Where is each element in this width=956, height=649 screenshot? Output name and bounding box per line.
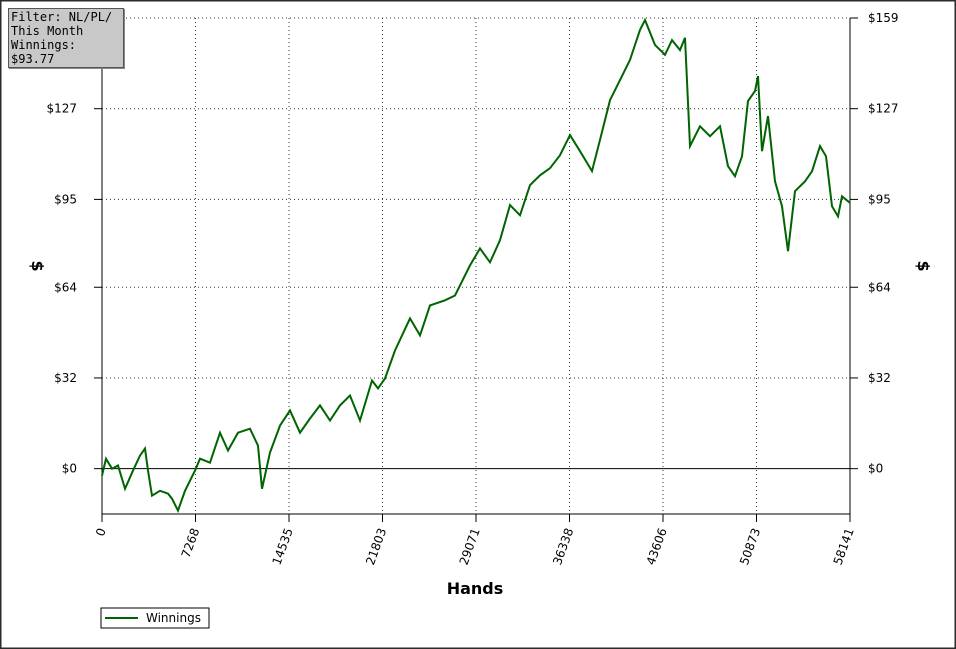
y2-tick-label: $64 <box>868 280 891 294</box>
info-line: Winnings: $93.77 <box>11 38 77 66</box>
info-line: Filter: NL/PL/ <box>11 10 113 24</box>
info-box: Filter: NL/PL/ This Month Winnings: $93.… <box>8 8 124 68</box>
y-axis-title: $ <box>28 260 47 271</box>
y-tick-label: $95 <box>54 192 77 206</box>
y-tick-label: $32 <box>54 371 77 385</box>
x-axis-title: Hands <box>447 579 504 598</box>
y2-axis-title: $ <box>914 260 933 271</box>
data-line <box>101 17 851 514</box>
y-tick-label: $64 <box>54 280 77 294</box>
y2-tick-label: $0 <box>868 462 883 476</box>
info-line: This Month <box>11 24 84 38</box>
y2-tick-label: $95 <box>868 192 891 206</box>
y2-tick-label: $32 <box>868 371 891 385</box>
legend-label: Winnings <box>146 611 201 625</box>
legend <box>100 607 210 629</box>
y2-tick-label: $159 <box>868 11 899 25</box>
y-tick-label: $0 <box>62 462 77 476</box>
y-tick-label: $127 <box>46 102 77 116</box>
x-tick-label: 0 <box>93 526 109 538</box>
y2-tick-label: $127 <box>868 102 899 116</box>
